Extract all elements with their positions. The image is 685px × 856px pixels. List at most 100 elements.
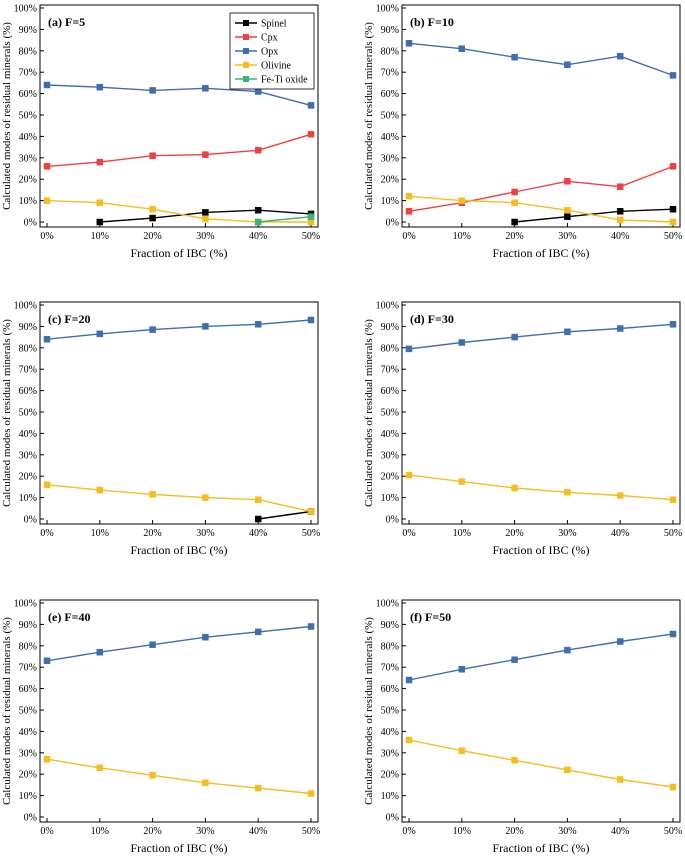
series-line-olivine	[46, 484, 312, 513]
panel-title: (e) F=40	[48, 610, 91, 624]
y-tick-label: 100%	[376, 599, 399, 610]
y-tick-label: 80%	[19, 343, 37, 354]
y-tick-label: 20%	[19, 472, 37, 483]
panel-title: (a) F=5	[48, 15, 85, 29]
y-axis-label: Calculated modes of residual minerals (%…	[1, 22, 13, 210]
data-point	[458, 339, 466, 346]
data-point	[405, 345, 413, 353]
data-point	[458, 747, 466, 754]
chart-panel-5: 0% 10% 20% 30% 40% 50% 60% 70% 80% 90% 100% 0% 10% 20…	[1, 599, 320, 856]
series-line-olivine	[46, 758, 312, 795]
x-tick-label: 0%	[402, 826, 415, 837]
data-point	[307, 790, 315, 797]
data-point	[669, 218, 677, 226]
y-tick-label: 20%	[381, 770, 399, 781]
x-tick-label: 10%	[91, 528, 109, 539]
data-point	[511, 188, 518, 196]
x-tick-label: 10%	[453, 528, 471, 539]
x-axis-label: Fraction of IBC (%)	[493, 841, 590, 855]
x-axis-label: Fraction of IBC (%)	[131, 543, 228, 557]
data-point	[96, 218, 104, 226]
data-point	[149, 152, 156, 159]
y-tick-label: 90%	[381, 620, 399, 631]
y-tick-label: 60%	[19, 89, 37, 100]
data-point	[616, 492, 624, 499]
y-tick-label: 10%	[19, 196, 37, 207]
data-point	[616, 52, 624, 60]
data-point	[564, 766, 571, 774]
data-point	[669, 163, 677, 170]
data-point	[307, 623, 315, 630]
data-point	[564, 489, 571, 496]
x-tick-label: 40%	[249, 826, 267, 837]
data-point	[254, 206, 262, 214]
legend-label: Opx	[261, 47, 278, 58]
data-point	[511, 53, 518, 61]
y-tick-label: 10%	[381, 791, 399, 802]
x-tick-label: 30%	[558, 231, 576, 242]
legend-marker	[243, 20, 249, 26]
x-tick-label: 0%	[40, 826, 53, 837]
x-tick-label: 20%	[505, 826, 523, 837]
y-tick-label: 50%	[19, 706, 37, 717]
y-tick-label: 10%	[381, 493, 399, 504]
plot-frame	[39, 599, 319, 823]
x-tick-label: 40%	[249, 528, 267, 539]
data-point	[202, 323, 209, 330]
x-tick-label: 50%	[664, 826, 682, 837]
x-tick-label: 20%	[505, 528, 523, 539]
y-tick-label: 70%	[381, 365, 399, 376]
x-tick-label: 40%	[611, 231, 629, 242]
y-tick-label: 50%	[19, 408, 37, 419]
data-point	[43, 335, 51, 343]
data-point	[307, 316, 315, 324]
data-point	[202, 215, 209, 223]
data-point	[149, 205, 156, 213]
data-point	[96, 83, 104, 91]
y-tick-label: 40%	[19, 429, 37, 440]
data-point	[149, 491, 156, 498]
series-line-cpx	[408, 165, 674, 212]
data-point	[511, 757, 518, 764]
y-tick-label: 30%	[381, 450, 399, 461]
y-tick-label: 0%	[24, 813, 37, 824]
y-tick-label: 30%	[19, 153, 37, 164]
y-tick-label: 0%	[386, 515, 399, 526]
y-tick-label: 0%	[24, 515, 37, 526]
y-tick-label: 60%	[381, 89, 399, 100]
data-point	[254, 628, 262, 636]
y-axis-label: Calculated modes of residual minerals (%…	[1, 617, 13, 805]
y-tick-label: 100%	[14, 4, 37, 15]
y-tick-label: 30%	[19, 450, 37, 461]
data-point	[96, 199, 104, 206]
x-tick-label: 30%	[196, 826, 214, 837]
data-point	[511, 484, 518, 492]
data-point	[511, 199, 518, 206]
y-tick-label: 60%	[381, 684, 399, 695]
y-tick-label: 60%	[19, 386, 37, 397]
data-point	[458, 666, 466, 673]
x-tick-label: 20%	[143, 231, 161, 242]
chart-panel-1: 0% 10% 20% 30% 40% 50% 60% 70% 80% 90% 100% 0% 10% 20…	[1, 4, 320, 261]
x-tick-label: 10%	[91, 231, 109, 242]
y-axis-label: Calculated modes of residual minerals (%…	[363, 617, 375, 805]
x-axis-label: Fraction of IBC (%)	[131, 841, 228, 855]
y-tick-label: 100%	[14, 301, 37, 312]
series-line-opx	[408, 42, 674, 77]
data-point	[564, 61, 571, 68]
data-point	[254, 784, 262, 792]
data-point	[405, 676, 413, 684]
x-tick-label: 20%	[505, 231, 523, 242]
panel-title: (b) F=10	[410, 15, 454, 29]
y-tick-label: 20%	[381, 175, 399, 186]
y-tick-label: 60%	[381, 386, 399, 397]
series-line-olivine	[408, 474, 674, 501]
y-tick-label: 90%	[19, 620, 37, 631]
series-line-spinel	[258, 510, 312, 520]
data-point	[43, 481, 51, 489]
data-point	[149, 772, 156, 779]
y-tick-label: 90%	[19, 25, 37, 36]
data-point	[254, 147, 262, 154]
data-point	[511, 333, 518, 341]
